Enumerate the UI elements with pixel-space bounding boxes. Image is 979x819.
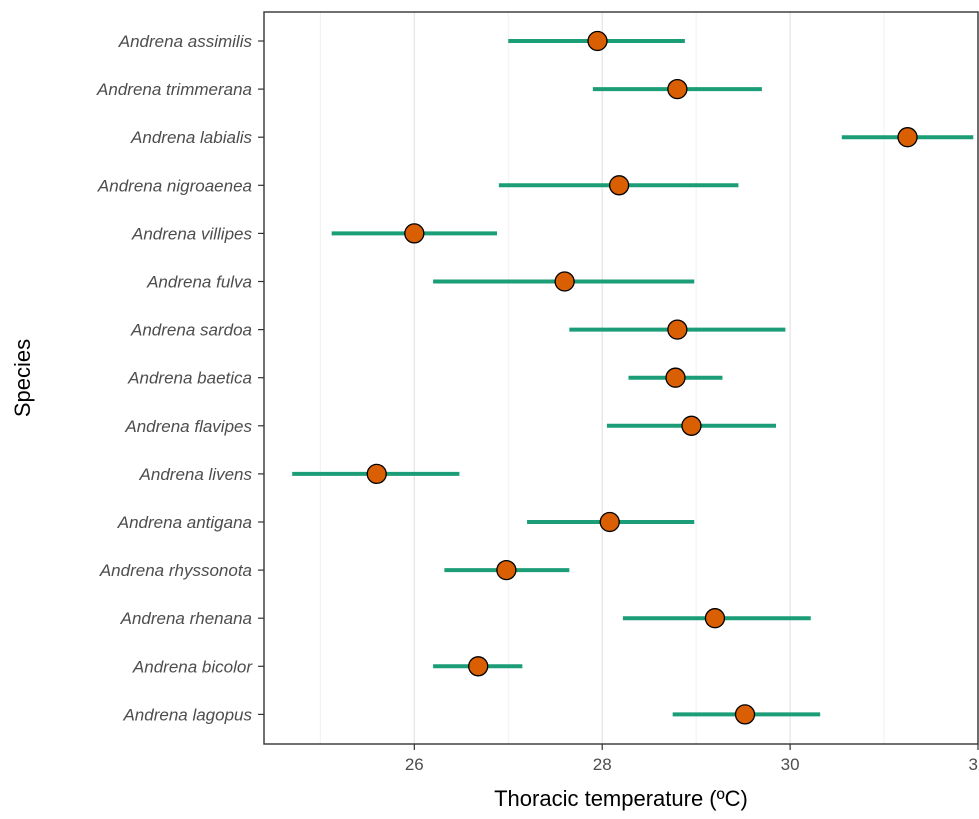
panel-border [263,11,979,745]
species-label: Andrena rhenana [120,609,252,628]
species-label: Andrena bicolor [132,657,253,676]
x-axis-title: Thoracic temperature (ºC) [494,786,748,811]
species-label: Andrena lagopus [122,705,252,724]
mean-point [667,78,688,100]
y-axis-title: Species [10,339,35,417]
mean-point [599,511,620,533]
mean-point [681,415,702,436]
mean-point [665,367,686,388]
mean-point [608,175,630,196]
mean-point [704,608,726,629]
mean-points [366,30,918,725]
x-tick-label: 28 [593,755,612,774]
species-label: Andrena antigana [117,513,252,532]
mean-point [496,559,517,581]
species-label: Andrena nigroaenea [97,176,252,195]
mean-point [897,127,918,148]
species-label: Andrena flavipes [124,417,252,436]
x-tick-label: 30 [781,755,800,774]
mean-point [587,30,608,52]
mean-point [468,656,489,677]
species-label: Andrena assimilis [118,32,253,51]
mean-point [366,463,387,485]
mean-point [734,704,756,725]
x-tick-label: 32 [969,755,979,774]
intervals [292,39,974,717]
mean-point [404,223,425,244]
species-label: Andrena rhyssonota [99,561,252,580]
x-axis: 26 28 30 32 [405,744,979,774]
species-label: Andrena trimmerana [96,80,252,99]
grid-lines [319,12,979,744]
mean-point [667,319,688,340]
species-label: Andrena labialis [130,128,252,147]
species-label: Andrena sardoa [130,321,252,340]
y-axis: Andrena assimilis Andrena trimmerana Andre… [96,32,264,724]
species-label: Andrena fulva [146,273,252,292]
species-label: Andrena villipes [131,224,253,243]
species-label: Andrena baetica [127,369,252,388]
mean-point [554,271,575,292]
species-label: Andrena livens [139,465,253,484]
x-tick-label: 26 [405,755,424,774]
